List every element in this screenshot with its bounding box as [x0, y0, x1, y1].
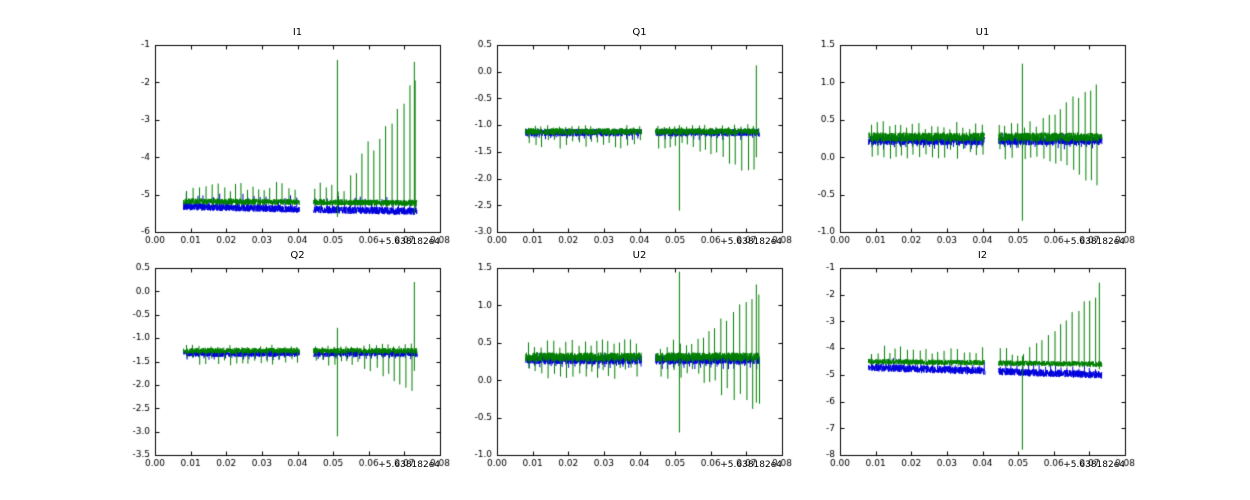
plot-area-i1 — [110, 39, 455, 252]
x-axis-offset-label-q1: +5.638182e4 — [720, 237, 782, 247]
subplot-q1: Q1 Q1 +5.638182e4 — [447, 27, 797, 257]
subplot-u1: U1 U1 +5.638182e4 — [790, 27, 1140, 257]
plot-title-q1: Q1 — [632, 27, 647, 38]
plot-title-u2: U2 — [632, 250, 647, 261]
plot-area-i2 — [795, 262, 1140, 475]
plot-area-u1 — [795, 39, 1140, 252]
subplot-u2: U2 U2 +5.638182e4 — [447, 250, 797, 480]
x-axis-offset-label-i1: +5.638182e4 — [378, 237, 440, 247]
plot-title-q2: Q2 — [290, 250, 305, 261]
plot-title-i2: I2 — [977, 250, 988, 261]
subplot-q2: Q2 Q2 +5.638182e4 — [105, 250, 455, 480]
x-axis-offset-label-u2: +5.638182e4 — [720, 460, 782, 470]
x-axis-offset-label-q2: +5.638182e4 — [378, 460, 440, 470]
subplot-i2: I2 I2 +5.638182e4 — [790, 250, 1140, 480]
plot-area-q1 — [452, 39, 797, 252]
plot-area-q2 — [110, 262, 455, 475]
plot-title-i1: I1 — [292, 27, 303, 38]
x-axis-offset-label-i2: +5.638182e4 — [1063, 460, 1125, 470]
subplot-i1: I1 I1 +5.638182e4 — [105, 27, 455, 257]
plot-title-u1: U1 — [975, 27, 990, 38]
plot-area-u2 — [452, 262, 797, 475]
x-axis-offset-label-u1: +5.638182e4 — [1063, 237, 1125, 247]
